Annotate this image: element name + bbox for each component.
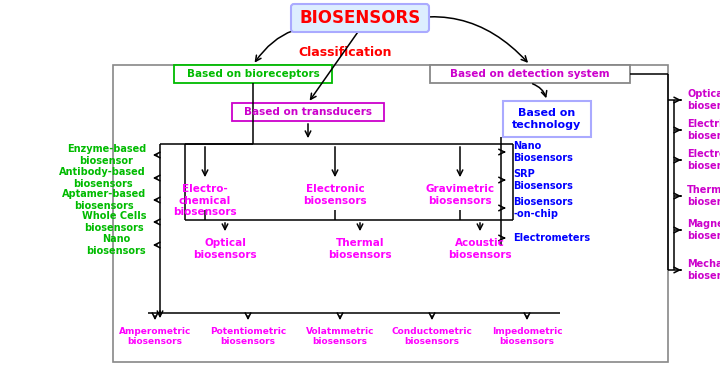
Text: Volatmmetric
biosensors: Volatmmetric biosensors [306, 327, 374, 346]
Text: Potentiometric
biosensors: Potentiometric biosensors [210, 327, 286, 346]
Text: Whole Cells
biosensors: Whole Cells biosensors [81, 211, 146, 233]
Text: Gravimetric
biosensors: Gravimetric biosensors [426, 184, 495, 206]
FancyBboxPatch shape [232, 103, 384, 121]
Text: Impedometric
biosensors: Impedometric biosensors [492, 327, 562, 346]
Text: Electronic
biosensors: Electronic biosensors [687, 149, 720, 171]
Text: SRP
Biosensors: SRP Biosensors [513, 169, 573, 191]
Text: Based on transducers: Based on transducers [244, 107, 372, 117]
Text: Based on detection system: Based on detection system [450, 69, 610, 79]
Text: Acoustic
biosensors: Acoustic biosensors [448, 238, 512, 259]
Text: Classification: Classification [298, 46, 392, 59]
FancyBboxPatch shape [174, 65, 332, 83]
Text: Biosensors
-on-chip: Biosensors -on-chip [513, 197, 573, 219]
FancyBboxPatch shape [291, 4, 429, 32]
Text: Nano
biosensors: Nano biosensors [86, 234, 146, 256]
Text: Mechanical
biosensors: Mechanical biosensors [687, 259, 720, 281]
Text: Thermal
biosensors: Thermal biosensors [328, 238, 392, 259]
Text: Conductometric
biosensors: Conductometric biosensors [392, 327, 472, 346]
Text: Nano
Biosensors: Nano Biosensors [513, 141, 573, 163]
Text: Electrical
biosensors: Electrical biosensors [687, 119, 720, 141]
Text: Optical
biosensors: Optical biosensors [687, 89, 720, 111]
Text: Electro-
chemical
biosensors: Electro- chemical biosensors [174, 184, 237, 217]
Text: Amperometric
biosensors: Amperometric biosensors [119, 327, 192, 346]
Text: Aptamer-based
biosensors: Aptamer-based biosensors [62, 189, 146, 211]
FancyBboxPatch shape [430, 65, 630, 83]
FancyBboxPatch shape [503, 101, 591, 137]
Bar [113, 65, 668, 362]
Text: Based on
technology: Based on technology [513, 108, 582, 130]
Text: Thermal
biosensors: Thermal biosensors [687, 185, 720, 207]
Text: Magnetic
biosensors: Magnetic biosensors [687, 219, 720, 241]
Text: Antibody-based
biosensors: Antibody-based biosensors [59, 167, 146, 189]
Text: Enzyme-based
biosensor: Enzyme-based biosensor [67, 144, 146, 166]
Text: Optical
biosensors: Optical biosensors [193, 238, 257, 259]
Text: Electrometers: Electrometers [513, 233, 590, 243]
Text: Based on bioreceptors: Based on bioreceptors [186, 69, 320, 79]
Text: Electronic
biosensors: Electronic biosensors [303, 184, 366, 206]
Text: BIOSENSORS: BIOSENSORS [300, 9, 420, 27]
